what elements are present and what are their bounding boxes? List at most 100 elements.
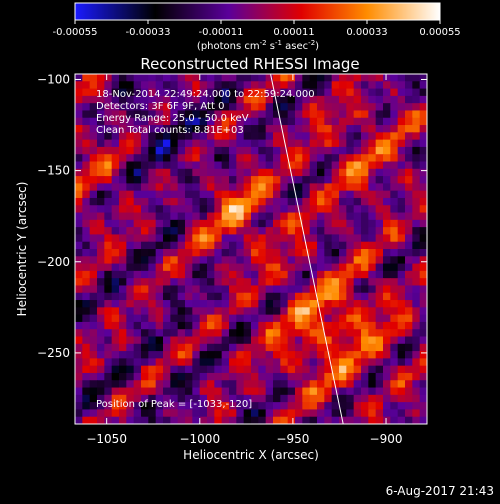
- heatmap-cell: [163, 292, 171, 301]
- heatmap-cell: [75, 263, 83, 272]
- heatmap-cell: [97, 168, 105, 177]
- heatmap-cell: [295, 117, 303, 126]
- heatmap-cell: [243, 161, 252, 170]
- heatmap-cell: [353, 234, 362, 243]
- heatmap-cell: [111, 110, 120, 119]
- heatmap-cell: [346, 321, 355, 330]
- heatmap-cell: [192, 139, 201, 148]
- heatmap-cell: [265, 292, 274, 301]
- heatmap-cell: [133, 321, 142, 330]
- heatmap-cell: [375, 307, 384, 316]
- heatmap-cell: [170, 416, 179, 424]
- heatmap-cell: [258, 351, 267, 359]
- heatmap-cell: [375, 227, 384, 236]
- heatmap-cell: [199, 125, 208, 133]
- heatmap-cell: [361, 387, 369, 396]
- heatmap-cell: [214, 409, 223, 418]
- heatmap-cell: [324, 387, 333, 396]
- heatmap-cell: [390, 139, 399, 148]
- heatmap-cell: [419, 176, 427, 184]
- heatmap-cell: [375, 132, 384, 141]
- heatmap-cell: [353, 103, 362, 112]
- heatmap-cell: [155, 256, 164, 265]
- heatmap-cell: [75, 300, 83, 308]
- heatmap-cell: [126, 103, 135, 112]
- heatmap-cell: [104, 212, 113, 221]
- heatmap-cell: [155, 81, 164, 90]
- heatmap-cell: [82, 307, 91, 316]
- heatmap-cell: [199, 227, 208, 236]
- heatmap-cell: [368, 168, 377, 177]
- heatmap-cell: [221, 380, 230, 389]
- heatmap-cell: [192, 402, 201, 411]
- heatmap-cell: [273, 292, 281, 301]
- heatmap-cell: [324, 365, 333, 374]
- heatmap-cell: [390, 183, 399, 192]
- heatmap-cell: [390, 372, 399, 381]
- heatmap-cell: [148, 183, 157, 192]
- heatmap-cell: [75, 358, 83, 367]
- heatmap-cell: [324, 256, 333, 265]
- heatmap-cell: [251, 168, 259, 177]
- heatmap-cell: [75, 380, 83, 389]
- heatmap-cell: [375, 81, 384, 90]
- heatmap-cell: [207, 219, 215, 228]
- heatmap-cell: [141, 329, 149, 338]
- heatmap-cell: [346, 81, 355, 90]
- heatmap-cell: [141, 307, 149, 316]
- heatmap-cell: [258, 219, 267, 228]
- heatmap-cell: [412, 197, 421, 206]
- heatmap-cell: [368, 161, 377, 170]
- heatmap-cell: [185, 154, 193, 163]
- heatmap-cell: [397, 197, 406, 206]
- heatmap-cell: [368, 154, 377, 163]
- heatmap-cell: [287, 241, 296, 250]
- heatmap-cell: [419, 219, 427, 228]
- heatmap-cell: [309, 263, 318, 272]
- heatmap-cell: [309, 74, 318, 82]
- heatmap-cell: [331, 227, 340, 236]
- heatmap-cell: [155, 300, 164, 308]
- heatmap-cell: [390, 161, 399, 170]
- heatmap-cell: [236, 387, 245, 396]
- heatmap-cell: [397, 125, 406, 133]
- heatmap-cell: [280, 343, 289, 352]
- heatmap-cell: [214, 161, 223, 170]
- heatmap-cell: [119, 227, 127, 236]
- heatmap-cell: [331, 336, 340, 345]
- heatmap-cell: [207, 241, 215, 250]
- heatmap-cell: [280, 300, 289, 308]
- heatmap-cell: [265, 161, 274, 170]
- heatmap-cell: [317, 74, 325, 82]
- heatmap-cell: [104, 205, 113, 214]
- heatmap-cell: [243, 183, 252, 192]
- heatmap-cell: [405, 285, 413, 294]
- heatmap-cell: [148, 234, 157, 243]
- heatmap-cell: [185, 380, 193, 389]
- heatmap-cell: [324, 278, 333, 287]
- heatmap-cell: [375, 154, 384, 163]
- heatmap-cell: [412, 190, 421, 199]
- heatmap-cell: [75, 278, 83, 287]
- heatmap-cell: [97, 227, 105, 236]
- heatmap-cell: [207, 168, 215, 177]
- heatmap-cell: [287, 205, 296, 214]
- heatmap-cell: [119, 314, 127, 323]
- heatmap-cell: [405, 402, 413, 411]
- heatmap-cell: [309, 146, 318, 155]
- heatmap-cell: [412, 227, 421, 236]
- heatmap-cell: [339, 219, 347, 228]
- heatmap-cell: [75, 241, 83, 250]
- heatmap-cell: [170, 278, 179, 287]
- heatmap-cell: [163, 103, 171, 112]
- heatmap-cell: [148, 146, 157, 155]
- heatmap-cell: [419, 351, 427, 359]
- heatmap-cell: [97, 307, 105, 316]
- heatmap-cell: [368, 205, 377, 214]
- heatmap-cell: [119, 292, 127, 301]
- heatmap-cell: [273, 212, 281, 221]
- heatmap-cell: [309, 402, 318, 411]
- heatmap-cell: [405, 351, 413, 359]
- heatmap-cell: [419, 125, 427, 133]
- heatmap-cell: [97, 343, 105, 352]
